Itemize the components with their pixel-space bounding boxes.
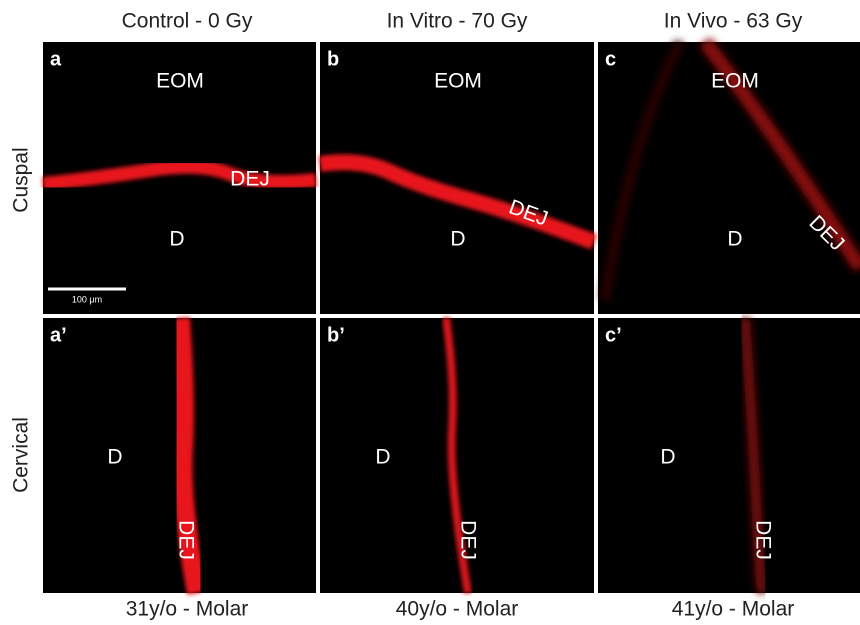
- region-label: D: [660, 446, 675, 469]
- region-label: EOM: [434, 70, 482, 93]
- row-label: Cuspal: [10, 147, 33, 212]
- region-label: D: [450, 228, 465, 251]
- region-label: D: [107, 446, 122, 469]
- column-header: In Vitro - 70 Gy: [387, 10, 528, 33]
- column-footer: 31y/o - Molar: [126, 598, 249, 621]
- region-label: DEJ: [751, 520, 774, 560]
- region-label: D: [169, 228, 184, 251]
- region-label: DEJ: [174, 520, 197, 560]
- panel-letter: c: [605, 48, 616, 70]
- column-header: In Vivo - 63 Gy: [664, 10, 803, 33]
- scale-bar-label: 100 μm: [72, 294, 102, 304]
- row-label: Cervical: [10, 417, 33, 493]
- panel-letter: c’: [605, 324, 622, 346]
- region-label: DEJ: [230, 168, 270, 191]
- region-label: EOM: [156, 70, 204, 93]
- column-footer: 40y/o - Molar: [396, 598, 519, 621]
- region-label: EOM: [711, 70, 759, 93]
- panel-letter: b’: [327, 324, 345, 346]
- fluorescence: [42, 37, 860, 595]
- panel-letter: a: [50, 48, 62, 70]
- panel-backgrounds: [43, 42, 860, 593]
- region-label: D: [727, 228, 742, 251]
- region-label: D: [375, 446, 390, 469]
- panel-letter: a’: [50, 324, 67, 346]
- panel-letter: b: [327, 48, 339, 70]
- column-footer: 41y/o - Molar: [672, 598, 795, 621]
- region-label: DEJ: [456, 520, 479, 560]
- column-header: Control - 0 Gy: [122, 10, 253, 33]
